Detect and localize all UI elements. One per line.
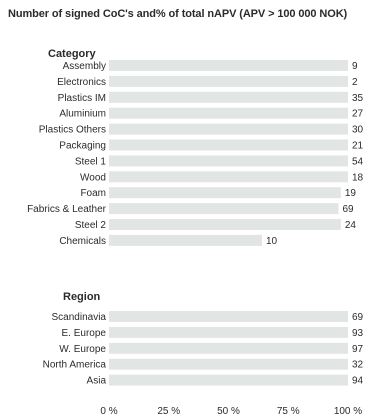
bar <box>109 139 348 151</box>
data-label: 69 <box>352 312 364 323</box>
data-label: 10 <box>266 236 278 247</box>
data-label: 97 <box>352 344 364 355</box>
bar <box>109 234 262 246</box>
data-label: 18 <box>352 172 364 183</box>
bar <box>109 60 348 71</box>
data-label: 19 <box>345 188 357 199</box>
category-label: E. Europe <box>62 328 107 339</box>
data-label: 54 <box>352 156 364 167</box>
category-label: Plastics IM <box>58 93 106 104</box>
category-label: Steel 1 <box>75 156 107 167</box>
category-label: Assembly <box>63 61 106 72</box>
group-header: Category <box>48 48 97 60</box>
bar <box>109 91 348 103</box>
data-label: 30 <box>352 125 364 136</box>
category-label: Plastics Others <box>39 125 106 136</box>
category-label: Foam <box>80 188 106 199</box>
category-label: North America <box>43 360 107 371</box>
bar <box>109 187 341 199</box>
x-tick-label: 0 % <box>100 406 117 417</box>
category-label: Aluminium <box>59 109 106 120</box>
bar <box>109 203 339 215</box>
data-label: 94 <box>352 376 364 387</box>
group-header: Region <box>63 291 101 303</box>
data-label: 93 <box>352 328 364 339</box>
x-tick-label: 75 % <box>277 406 300 417</box>
bar <box>109 374 348 386</box>
category-label: Asia <box>87 376 107 387</box>
bar <box>109 75 348 87</box>
category-label: Chemicals <box>59 236 106 247</box>
category-label: Wood <box>80 172 106 183</box>
category-label: Scandinavia <box>52 312 107 323</box>
bar <box>109 342 348 354</box>
data-label: 35 <box>352 93 364 104</box>
category-label: Fabrics & Leather <box>27 204 107 215</box>
bar <box>109 107 348 119</box>
chart-title: Number of signed CoC's and% of total nAP… <box>8 8 348 20</box>
x-tick-label: 100 % <box>334 406 362 417</box>
x-tick-label: 50 % <box>217 406 240 417</box>
bar <box>109 358 348 370</box>
category-label: Electronics <box>57 77 106 88</box>
bar <box>109 311 348 322</box>
data-label: 2 <box>352 77 358 88</box>
category-label: Steel 2 <box>75 220 107 231</box>
data-label: 32 <box>352 360 364 371</box>
category-label: Packaging <box>59 141 106 152</box>
bar <box>109 123 348 135</box>
data-label: 9 <box>352 61 358 72</box>
data-label: 69 <box>342 204 354 215</box>
bar <box>109 171 348 183</box>
x-tick-label: 25 % <box>157 406 180 417</box>
data-label: 24 <box>345 220 357 231</box>
bar <box>109 326 348 338</box>
bar <box>109 155 348 167</box>
data-label: 21 <box>352 141 364 152</box>
bar <box>109 219 341 230</box>
data-label: 27 <box>352 109 364 120</box>
category-label: W. Europe <box>59 344 106 355</box>
